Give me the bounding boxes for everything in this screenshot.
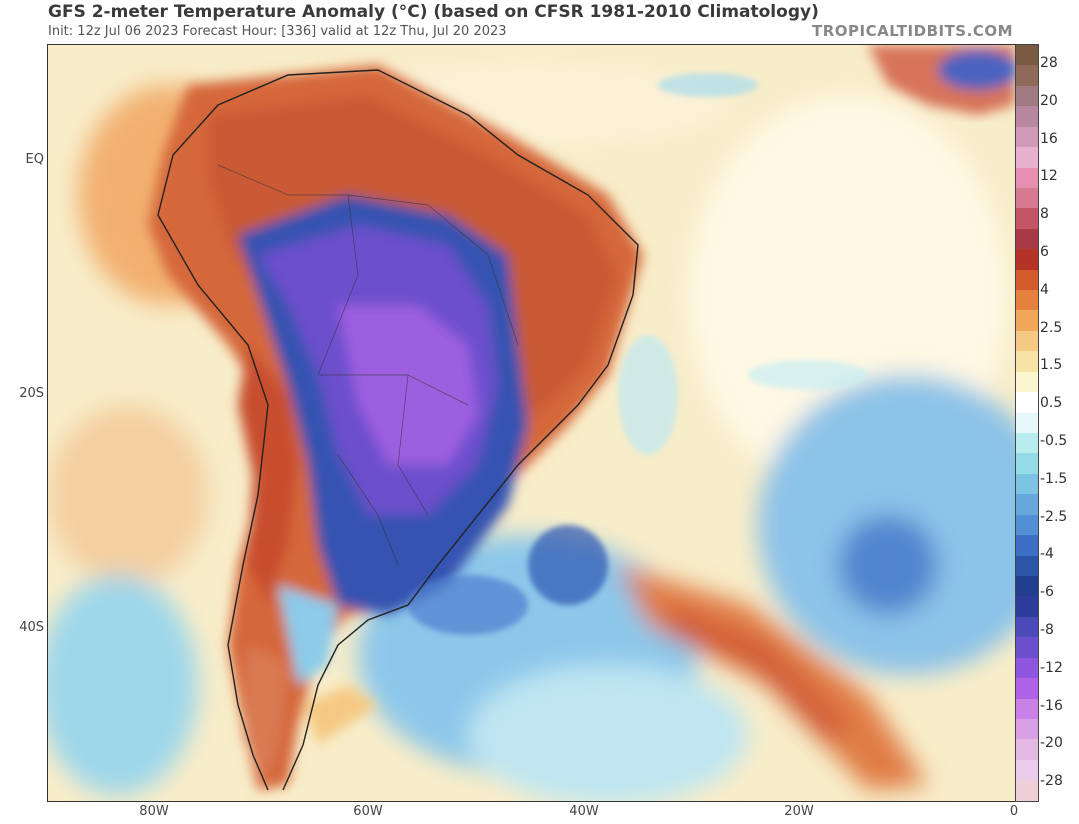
colorbar-tick-label: -1.5: [1040, 470, 1068, 487]
coastline: [157, 69, 639, 791]
lat-label-40s: 40S: [19, 620, 44, 635]
colorbar-tick-label: -12: [1040, 659, 1063, 676]
colorbar-swatch: [1016, 392, 1038, 413]
country-borders: [217, 164, 519, 566]
colorbar-swatch: [1016, 575, 1038, 597]
colorbar-tick-label: 16: [1040, 130, 1058, 147]
colorbar-tick-label: -16: [1040, 697, 1063, 714]
colorbar-swatch: [1016, 228, 1038, 250]
colorbar-swatch: [1016, 106, 1038, 127]
colorbar-swatch: [1016, 453, 1038, 474]
colorbar-swatch: [1016, 494, 1038, 515]
colorbar-swatch: [1016, 45, 1038, 66]
colorbar-swatch: [1016, 596, 1038, 617]
map-title: GFS 2-meter Temperature Anomaly (°C) (ba…: [48, 2, 819, 22]
colorbar-tick-label: -4: [1040, 546, 1054, 563]
colorbar-tick-label: -8: [1040, 621, 1054, 638]
colorbar-swatch: [1016, 371, 1038, 393]
colorbar-swatch: [1016, 718, 1038, 740]
colorbar-swatch: [1016, 208, 1038, 229]
colorbar-swatch: [1016, 678, 1038, 699]
colorbar-swatch: [1016, 780, 1038, 801]
colorbar-swatch: [1016, 290, 1038, 311]
brand-label[interactable]: TROPICALTIDBITS.COM: [812, 22, 1013, 40]
colorbar-tick-label: 0.5: [1040, 395, 1063, 412]
colorbar-swatch: [1016, 433, 1038, 454]
colorbar-swatch: [1016, 698, 1038, 719]
colorbar-swatch: [1016, 657, 1038, 679]
colorbar-swatch: [1016, 65, 1038, 86]
colorbar-swatch: [1016, 269, 1038, 291]
colorbar-swatch: [1016, 473, 1038, 495]
lon-label-40w: 40W: [569, 804, 599, 819]
colorbar-swatch: [1016, 167, 1038, 188]
colorbar-swatch: [1016, 535, 1038, 556]
colorbar-tick-label: -2.5: [1040, 508, 1068, 525]
colorbar-tick-label: 12: [1040, 168, 1058, 185]
colorbar-tick-label: 20: [1040, 92, 1058, 109]
lon-label-20w: 20W: [784, 804, 814, 819]
lon-label-60w: 60W: [353, 804, 383, 819]
temperature-anomaly-map: [47, 44, 1016, 802]
colorbar-swatch: [1016, 555, 1038, 576]
colorbar-tick-label: 1.5: [1040, 357, 1063, 374]
colorbar-swatch: [1016, 616, 1038, 638]
colorbar-swatch: [1016, 637, 1038, 658]
map-subtitle: Init: 12z Jul 06 2023 Forecast Hour: [33…: [48, 24, 507, 39]
colorbar-swatch: [1016, 759, 1038, 781]
colorbar-tick-label: -0.5: [1040, 432, 1068, 449]
colorbar-swatch: [1016, 187, 1038, 209]
colorbar-tick-label: 4: [1040, 281, 1049, 298]
colorbar-swatch: [1016, 739, 1038, 760]
lon-label-80w: 80W: [139, 804, 169, 819]
colorbar-tick-label: -28: [1040, 773, 1063, 790]
colorbar-swatch: [1016, 249, 1038, 270]
colorbar-swatch: [1016, 514, 1038, 536]
colorbar-swatch: [1016, 126, 1038, 148]
colorbar-tick-label: -6: [1040, 584, 1054, 601]
lon-label-0: 0: [1009, 804, 1019, 819]
colorbar-swatch: [1016, 412, 1038, 434]
colorbar-swatch: [1016, 310, 1038, 331]
lat-label-eq: EQ: [25, 152, 44, 167]
colorbar-tick-label: -20: [1040, 735, 1063, 752]
colorbar-tick-label: 6: [1040, 243, 1049, 260]
colorbar: [1015, 44, 1039, 802]
colorbar-swatch: [1016, 351, 1038, 372]
colorbar-swatch: [1016, 147, 1038, 168]
colorbar-swatch: [1016, 330, 1038, 352]
colorbar-tick-label: 2.5: [1040, 319, 1063, 336]
colorbar-tick-label: 8: [1040, 206, 1049, 223]
colorbar-tick-label: 28: [1040, 54, 1058, 71]
colorbar-swatch: [1016, 85, 1038, 107]
lat-label-20s: 20S: [19, 386, 44, 401]
